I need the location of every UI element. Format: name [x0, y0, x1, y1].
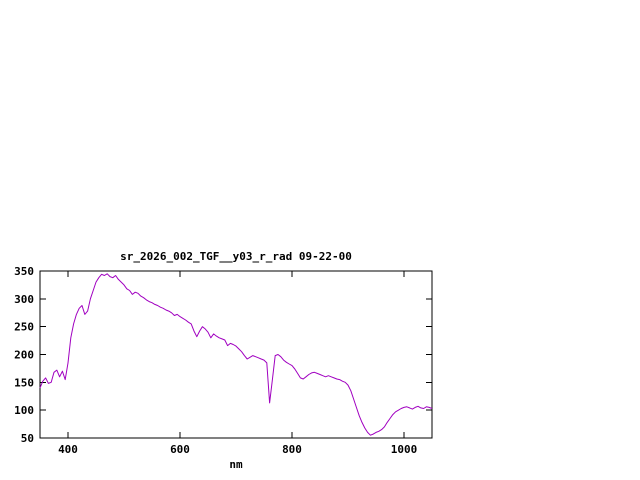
y-tick-label: 100: [14, 404, 34, 417]
x-axis-label: nm: [229, 458, 243, 471]
x-tick-label: 800: [282, 443, 302, 456]
y-tick-label: 250: [14, 321, 34, 334]
plot-border: [39, 270, 433, 439]
x-tick-label: 1000: [391, 443, 418, 456]
x-tick-label: 600: [170, 443, 190, 456]
spectrum-line: [39, 273, 433, 436]
y-tick-label: 50: [21, 432, 34, 445]
chart-title: sr_2026_002_TGF__y03_r_rad 09-22-00: [120, 250, 352, 263]
y-tick-label: 350: [14, 265, 34, 278]
y-tick-label: 150: [14, 376, 34, 389]
y-tick-label: 300: [14, 293, 34, 306]
y-tick-label: 200: [14, 349, 34, 362]
x-tick-label: 400: [58, 443, 78, 456]
